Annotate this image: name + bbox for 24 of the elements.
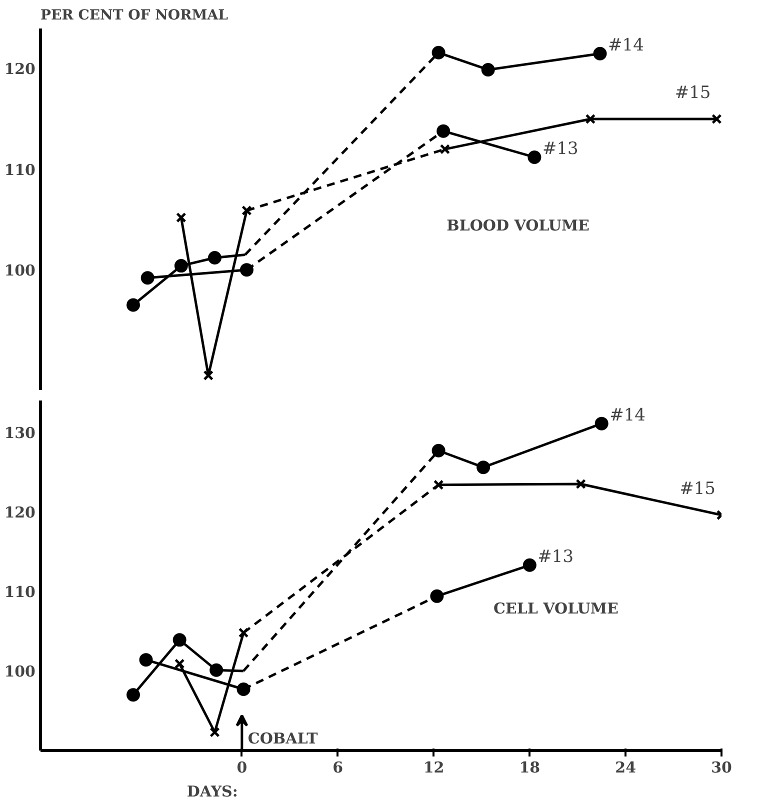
x-tick-label: 0 — [236, 758, 248, 776]
y-tick-label: 110 — [4, 160, 36, 179]
y-tick-label: 110 — [4, 582, 36, 601]
annotation: #13 — [538, 547, 574, 568]
x-axis-title: DAYS: — [186, 782, 238, 800]
y-tick-label: 120 — [4, 503, 36, 522]
x-tick-label: 30 — [711, 758, 732, 776]
annotation: #13 — [542, 139, 578, 160]
y-tick-label: 100 — [4, 261, 36, 280]
x-tick-label: 12 — [423, 758, 444, 776]
annotation: #15 — [674, 83, 711, 103]
x-tick-label: 6 — [332, 758, 344, 776]
y-axis-title: PER CENT OF NORMAL — [40, 8, 228, 24]
x-tick-label: 24 — [615, 758, 636, 776]
y-tick-label: 100 — [4, 662, 36, 680]
annotation: COBALT — [248, 730, 319, 748]
x-tick-label: 18 — [519, 758, 540, 776]
text: CELL VOLUME — [493, 600, 618, 618]
annotation: #14 — [610, 406, 646, 426]
annotation: #14 — [608, 36, 644, 56]
text: BLOOD VOLUME — [446, 216, 590, 234]
annotation: #15 — [680, 479, 716, 500]
y-tick-label: 130 — [4, 424, 36, 442]
y-tick-label: 120 — [4, 60, 36, 78]
